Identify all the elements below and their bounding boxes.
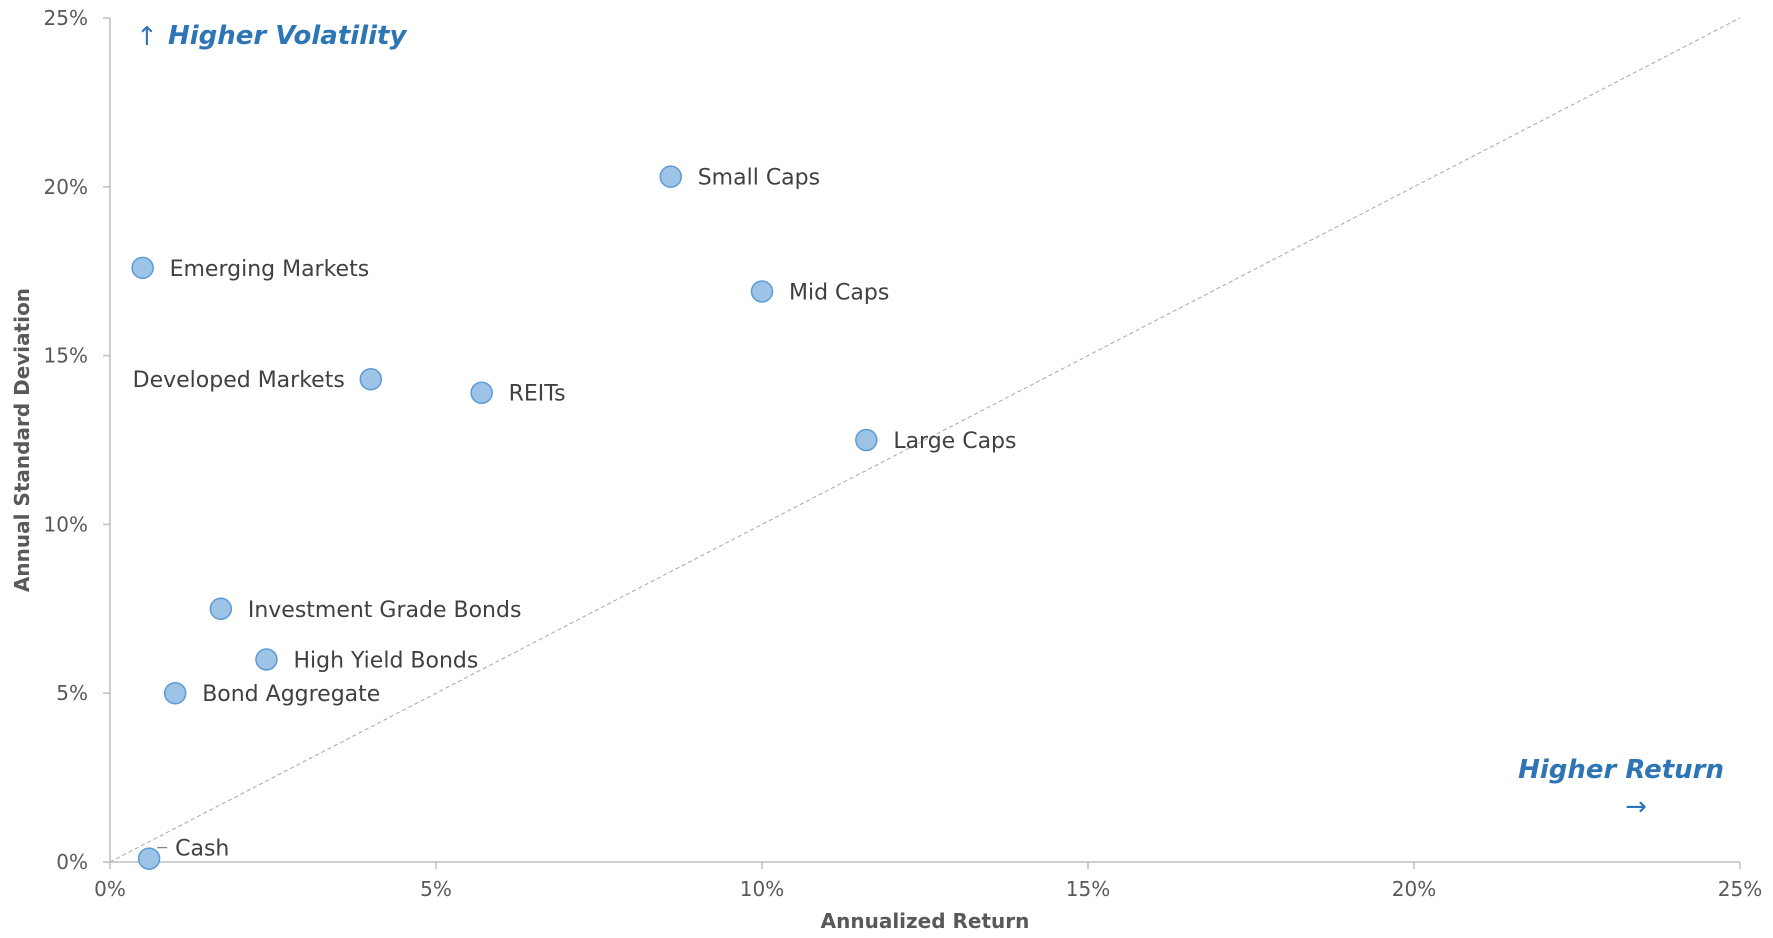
point-label: Developed Markets [133, 368, 345, 393]
point-label: Bond Aggregate [202, 682, 380, 707]
y-tick-label: 10% [44, 512, 88, 536]
scatter-point [209, 597, 233, 621]
axes [109, 18, 1740, 863]
point-label: Investment Grade Bonds [248, 598, 522, 623]
data-point-emerging-markets: Emerging Markets [131, 256, 370, 282]
y-tick-label: 15% [44, 344, 88, 368]
x-tick-label: 15% [1066, 877, 1110, 901]
data-points: Small Caps Emerging Markets Mid Caps Develo… [131, 165, 1016, 870]
scatter-point [359, 367, 383, 391]
y-axis-ticks: 0% 5% 10% 15% 20% 25% [44, 6, 110, 874]
data-point-reits: REITs [470, 381, 566, 407]
data-point-bond-aggregate: Bond Aggregate [163, 681, 380, 707]
y-tick-label: 0% [56, 850, 88, 874]
x-tick-label: 5% [420, 877, 452, 901]
x-tick-label: 25% [1718, 877, 1762, 901]
data-point-investment-grade-bonds: Investment Grade Bonds [209, 597, 522, 623]
point-label: Cash [175, 837, 229, 862]
reference-diagonal-line [109, 17, 1741, 863]
point-label: Small Caps [698, 166, 820, 191]
data-point-high-yield-bonds: High Yield Bonds [255, 648, 478, 673]
point-label: Mid Caps [789, 280, 889, 305]
scatter-point [131, 256, 154, 280]
scatter-point [163, 681, 187, 705]
higher-volatility-callout: Higher Volatility [168, 21, 407, 51]
right-arrow-icon: → [1625, 792, 1647, 822]
x-tick-label: 20% [1392, 877, 1436, 901]
scatter-point [470, 381, 493, 404]
scatter-point [137, 847, 161, 870]
up-arrow-icon: ↑ [136, 22, 158, 52]
point-label: REITs [509, 382, 566, 407]
point-label: Large Caps [893, 429, 1016, 454]
x-axis-ticks: 0% 5% 10% 15% 20% 25% [94, 862, 1762, 901]
y-axis-title: Annual Standard Deviation [10, 288, 34, 592]
data-point-mid-caps: Mid Caps [750, 280, 889, 305]
x-axis-title: Annualized Return [821, 909, 1030, 933]
y-tick-label: 20% [44, 175, 88, 199]
data-point-small-caps: Small Caps [659, 165, 820, 191]
scatter-point [750, 280, 774, 303]
y-tick-label: 25% [44, 6, 88, 30]
point-label: High Yield Bonds [293, 648, 478, 673]
point-label: Emerging Markets [170, 257, 370, 282]
x-tick-label: 0% [94, 877, 126, 901]
data-point-developed-markets: Developed Markets [133, 367, 383, 393]
higher-return-callout: Higher Return [1518, 755, 1724, 785]
scatter-point [659, 165, 682, 188]
data-point-cash: Cash [137, 837, 229, 870]
y-tick-label: 5% [56, 681, 88, 705]
x-tick-label: 10% [740, 877, 784, 901]
data-point-large-caps: Large Caps [855, 428, 1016, 454]
scatter-point [855, 428, 878, 452]
scatter-point [255, 648, 278, 671]
